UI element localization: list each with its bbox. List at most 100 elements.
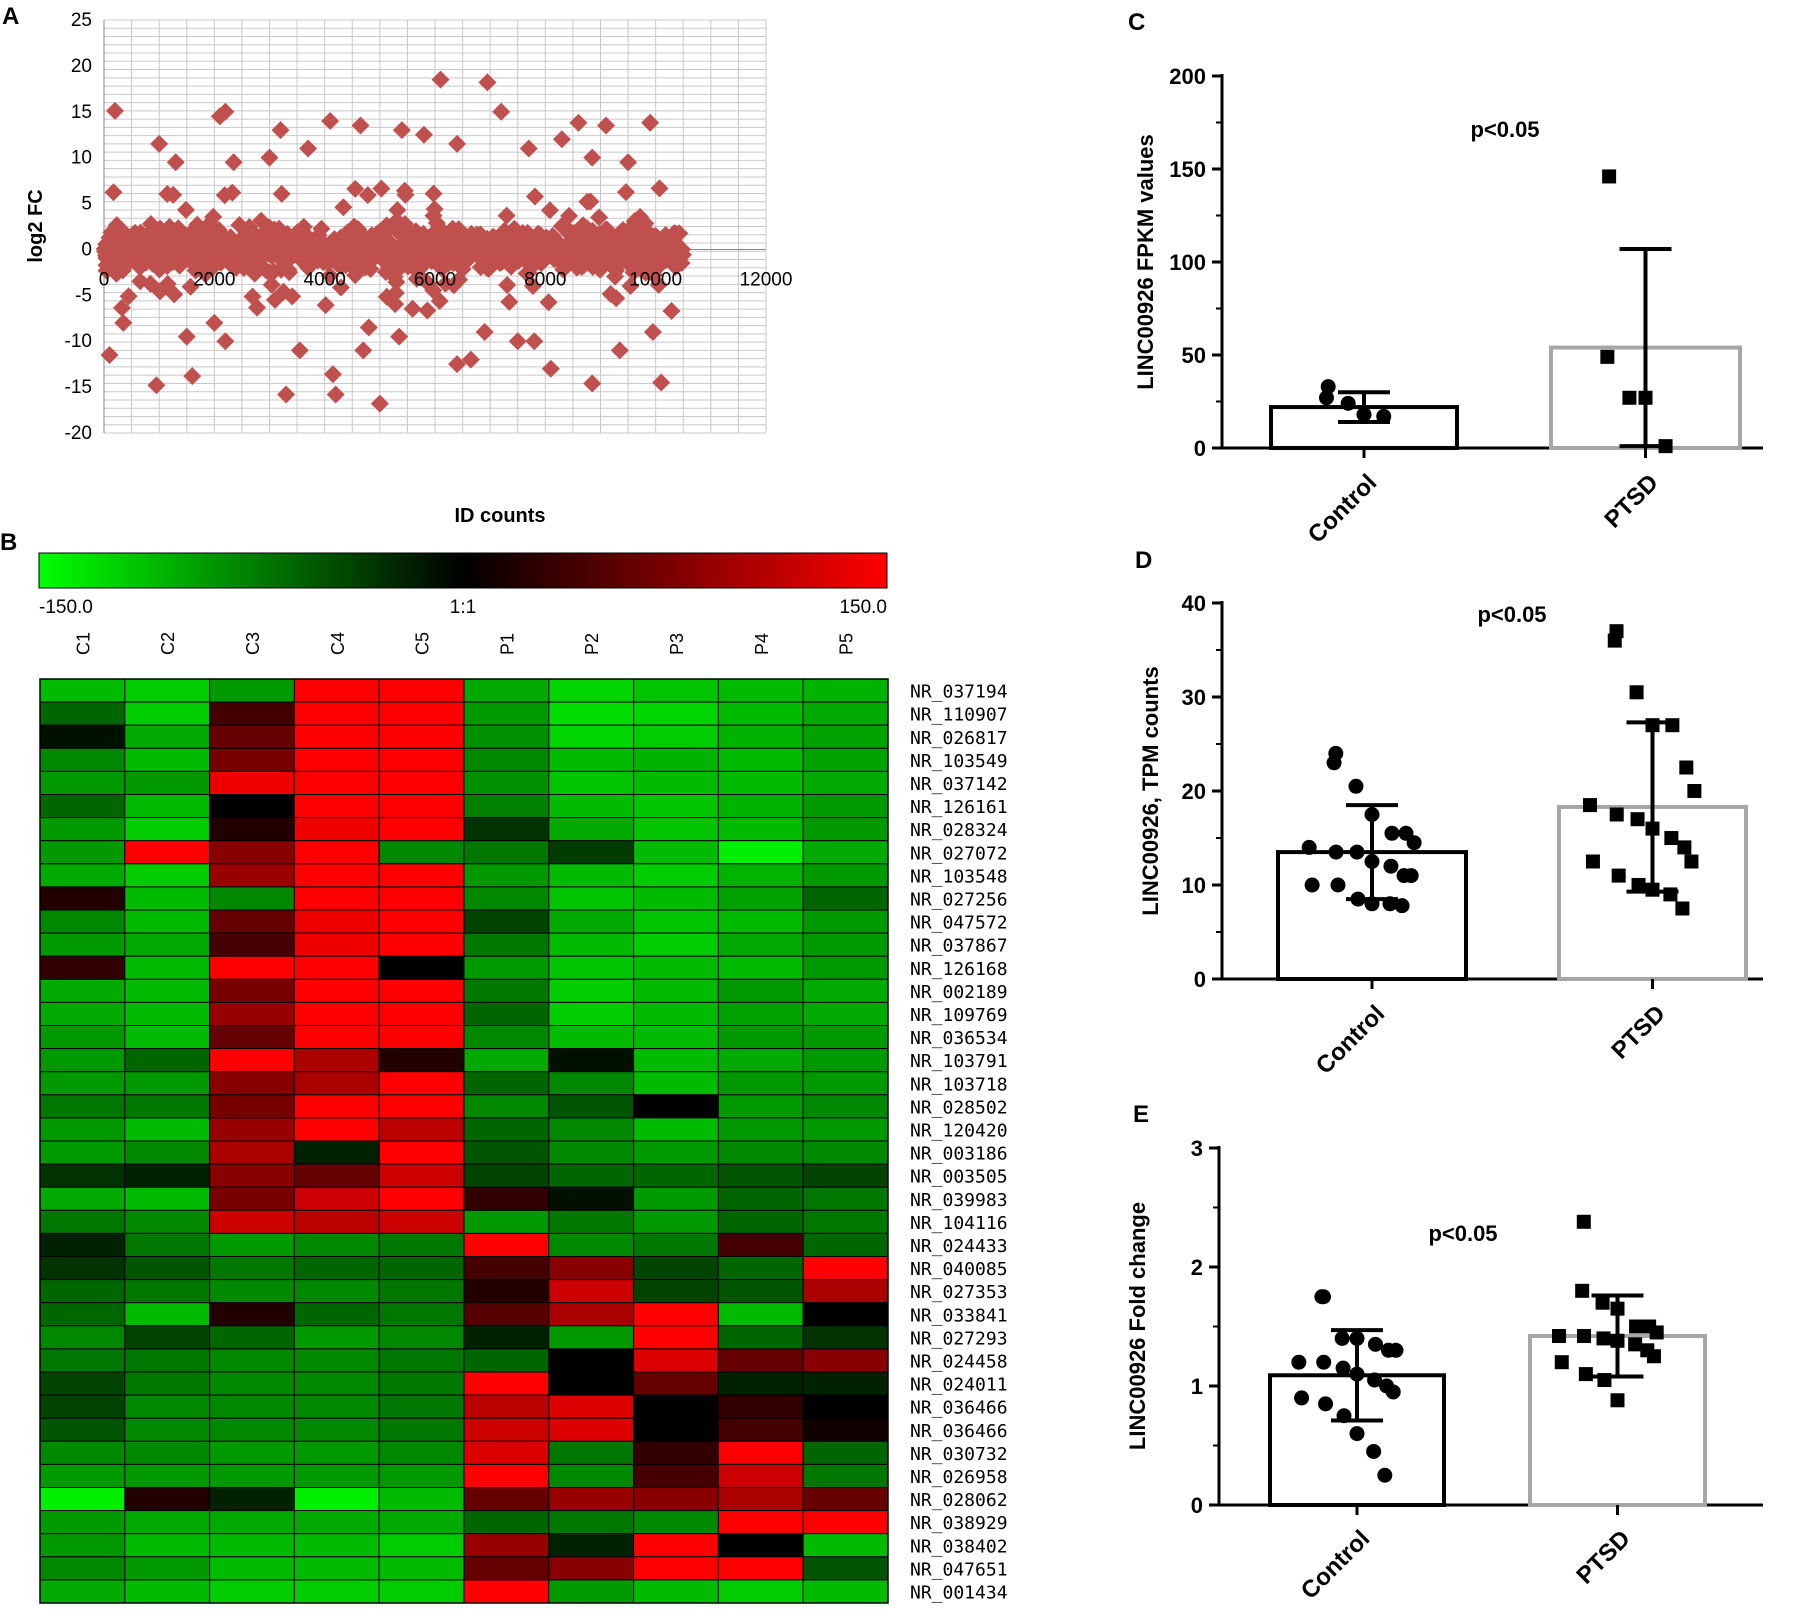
category-label: PTSD [1599,469,1663,533]
heatmap-cell [378,1256,465,1281]
heatmap-cell [124,955,211,980]
data-point [390,327,409,346]
heatmap-cell [633,1232,719,1258]
data-point [1349,844,1365,860]
data-point [1602,169,1617,184]
data-point [107,230,126,249]
row-label: NR_037194 [910,682,1008,703]
data-point [312,247,331,266]
data-point [119,287,138,306]
data-point [461,350,480,369]
heatmap-cell [633,1163,719,1188]
heatmap-cell [717,1163,804,1188]
data-point [1320,379,1336,395]
data-point [1348,778,1364,794]
heatmap-cell [39,1117,126,1142]
data-point [271,121,290,140]
data-point [385,267,404,286]
heatmap-cell [378,1163,465,1188]
heatmap-cell [209,1117,295,1142]
heatmap-cell [378,1279,465,1304]
heatmap-cell [463,1394,550,1419]
heatmap-cell [463,1417,550,1442]
heatmap-cell [378,1209,465,1234]
data-point [480,247,499,266]
data-point [126,245,145,264]
heatmap-cell [39,1001,126,1027]
heatmap-cell [293,1394,380,1419]
data-point [282,248,301,267]
data-point [210,107,229,126]
heatmap-cell [209,1487,295,1512]
heatmap-cell [802,1117,889,1142]
panel-label-e: E [1133,1101,1149,1128]
data-point [492,102,511,121]
heatmap-cell [293,1348,380,1373]
heatmap-cell [293,1001,380,1027]
heatmap-cell [463,1579,550,1604]
heatmap-cell [802,840,889,865]
data-point [353,227,372,246]
data-point [1554,1355,1569,1370]
data-point [368,224,387,243]
data-point [478,73,497,92]
data-point [1304,877,1320,893]
row-label: NR_047572 [910,913,1008,934]
data-point [1582,798,1597,813]
data-point [436,274,455,293]
data-point [392,121,411,140]
heatmap-cell [463,1232,550,1258]
y-tick-label: 5 [81,194,92,215]
heatmap-cell [39,770,126,796]
heatmap-cell [209,1510,295,1535]
data-point [1367,1336,1383,1352]
data-point [424,184,443,203]
data-point [508,332,527,351]
heatmap-cell [124,1302,211,1327]
data-point [100,345,119,364]
heatmap-cell [378,1186,465,1211]
data-point [272,260,291,279]
row-label: NR_039983 [910,1190,1008,1211]
data-point [664,253,683,272]
y-tick-label: 0 [1194,967,1206,992]
heatmap-cell [124,909,211,934]
data-point [1334,1330,1350,1346]
heatmap-cell [209,1048,295,1073]
heatmap-cell [124,1232,211,1258]
row-label: NR_126161 [910,797,1008,818]
data-point [495,221,514,240]
heatmap-cell [548,1232,635,1258]
row-label: NR_024011 [910,1375,1008,1396]
data-point [597,116,616,135]
heatmap-cell [124,1048,211,1073]
heatmap-cell [548,1510,635,1535]
heatmap-cell [39,1417,126,1442]
heatmap-cell [717,701,804,726]
heatmap-cell [293,1163,380,1188]
data-point [508,238,527,257]
heatmap-cell [717,1209,804,1234]
column-label: C2 [158,632,178,655]
heatmap-cell [717,1556,804,1581]
data-point [107,216,126,235]
heatmap-cell [378,886,465,911]
heatmap-cell [717,1094,804,1119]
heatmap-cell [293,1579,380,1604]
heatmap-cell [209,1348,295,1373]
heatmap-cell [548,724,635,749]
heatmap-cell [39,932,126,957]
heatmap-cell [717,747,804,772]
heatmap-cell [124,1117,211,1142]
heatmap-cell [39,1325,126,1350]
heatmap-cell [717,909,804,934]
data-point [137,253,156,272]
heatmap-cell [293,1371,380,1396]
data-point [525,332,544,351]
heatmap-cell [802,1533,889,1558]
heatmap-cell [39,1348,126,1373]
heatmap-cell [209,1325,295,1350]
y-axis-title: LINC00926 FPKM values [1133,134,1158,390]
row-label: NR_104116 [910,1213,1008,1234]
heatmap-cell [548,1556,635,1581]
